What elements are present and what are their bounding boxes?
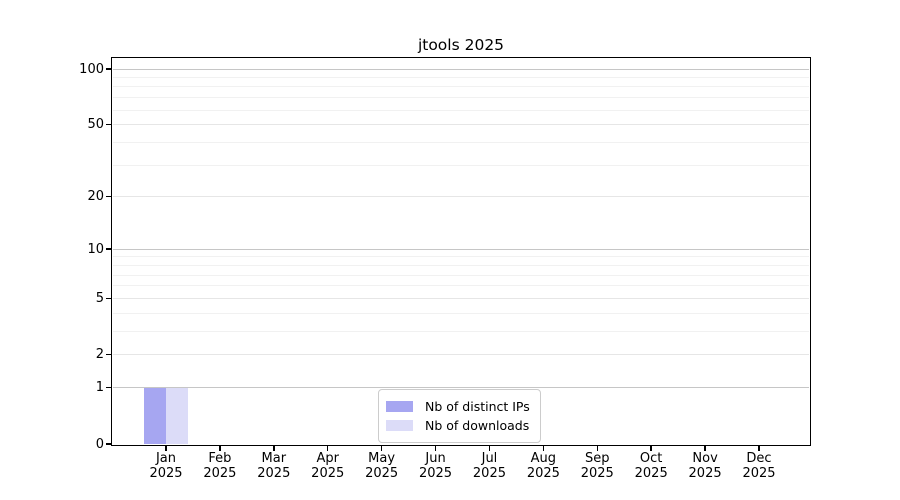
x-tick	[434, 445, 437, 451]
y-tick	[105, 195, 112, 198]
x-tick-label: Jul 2025	[472, 451, 506, 481]
x-tick	[165, 445, 167, 451]
gridline-minor	[113, 109, 809, 111]
gridline-minor	[113, 256, 809, 258]
x-tick	[650, 445, 652, 451]
x-tick	[542, 445, 545, 451]
gridline-minor	[113, 285, 809, 287]
gridline-labeled	[113, 196, 809, 198]
y-tick-label: 0	[95, 436, 104, 452]
y-tick-label: 5	[95, 290, 104, 306]
x-tick-label: Mar 2025	[257, 451, 291, 481]
y-tick-label: 20	[87, 189, 104, 205]
x-tick	[704, 445, 706, 451]
x-tick-label: Nov 2025	[688, 451, 722, 481]
legend: Nb of distinct IPs Nb of downloads	[378, 389, 541, 443]
legend-label-distinct-ips: Nb of distinct IPs	[425, 399, 530, 414]
chart-title: jtools 2025	[417, 36, 505, 54]
y-axis-labels: 100 50 20 10 5 2 1 0	[0, 59, 104, 454]
gridline-minor	[113, 86, 809, 88]
x-tick-label: Aug 2025	[526, 451, 560, 481]
x-tick-label: May 2025	[365, 451, 399, 481]
gridline-minor	[113, 274, 809, 276]
x-axis-labels: Jan 2025 Feb 2025 Mar 2025 Apr 2025 May 2025 Jun 20…	[113, 444, 809, 489]
y-tick-label: 1	[95, 380, 104, 396]
y-tick-label: 10	[87, 241, 104, 257]
y-tick	[105, 443, 112, 445]
y-tick	[105, 123, 112, 126]
x-tick	[488, 445, 491, 451]
y-tick-label: 2	[95, 347, 104, 363]
x-tick-label: Jun 2025	[418, 451, 453, 481]
gridline-minor	[113, 97, 809, 99]
x-tick-label: Jan 2025	[149, 451, 183, 481]
y-tick	[105, 297, 112, 300]
x-tick-label: Sep 2025	[580, 451, 614, 481]
x-tick	[219, 445, 221, 451]
y-tick-label: 50	[87, 117, 104, 133]
bar-distinct-ips	[144, 387, 166, 444]
legend-label-downloads: Nb of downloads	[425, 418, 530, 433]
gridline-minor	[113, 141, 809, 143]
x-tick	[326, 445, 329, 451]
plot-area: Nb of distinct IPs Nb of downloads	[105, 57, 811, 451]
gridline-major	[113, 68, 809, 70]
y-tick	[105, 68, 112, 70]
legend-item-downloads: Nb of downloads	[386, 417, 530, 434]
gridline-minor	[113, 330, 809, 332]
gridline-minor	[113, 312, 809, 314]
y-tick-label: 100	[79, 61, 104, 77]
gridline-major	[113, 248, 809, 250]
gridline-minor	[113, 264, 809, 266]
x-tick	[758, 445, 760, 451]
legend-swatch-distinct-ips-icon	[386, 401, 413, 412]
bar-downloads	[166, 387, 188, 444]
x-tick-label: Oct 2025	[634, 451, 668, 481]
x-tick	[380, 445, 383, 451]
y-tick	[105, 248, 112, 250]
x-tick	[596, 445, 599, 451]
legend-swatch-downloads-icon	[386, 420, 413, 431]
legend-item-distinct-ips: Nb of distinct IPs	[386, 398, 530, 415]
gridline-labeled	[113, 297, 809, 299]
x-tick-label: Feb 2025	[203, 451, 237, 481]
y-tick	[105, 353, 112, 356]
gridline-major	[113, 387, 809, 389]
x-tick-label: Apr 2025	[311, 451, 345, 481]
gridline-labeled	[113, 354, 809, 356]
x-tick-label: Dec 2025	[742, 451, 776, 481]
x-tick	[273, 445, 275, 451]
gridline-minor	[113, 164, 809, 166]
gridline-labeled	[113, 124, 809, 126]
y-tick	[105, 386, 112, 389]
gridline-minor	[113, 77, 809, 79]
